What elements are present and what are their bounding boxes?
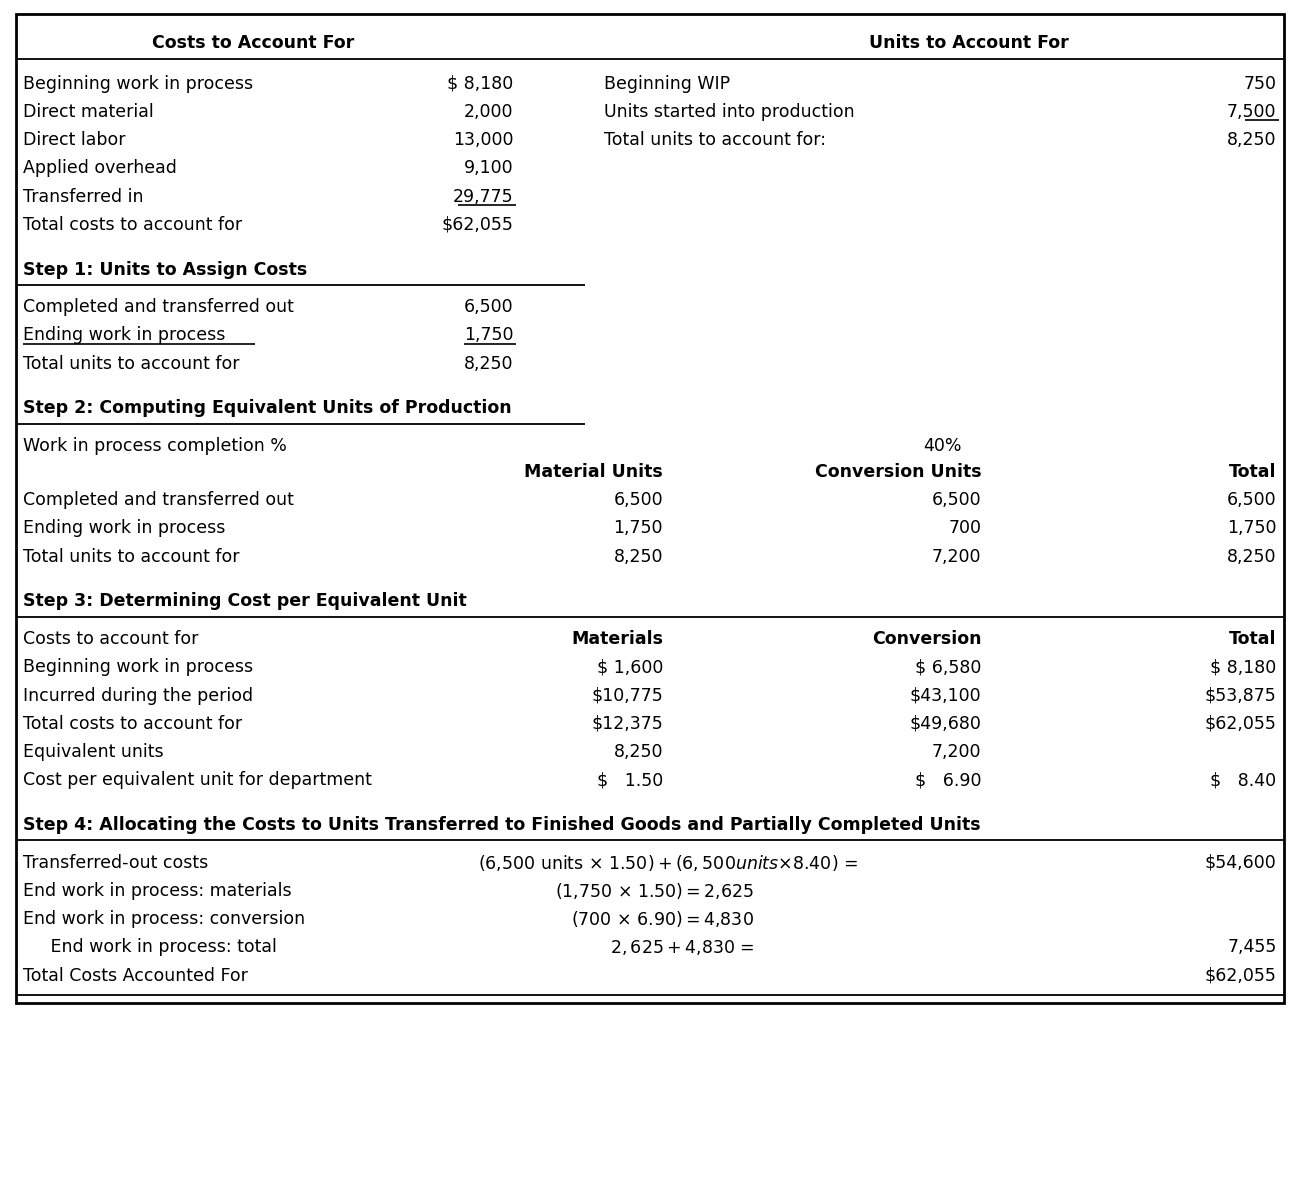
Text: Ending work in process: Ending work in process <box>23 326 226 345</box>
Text: 8,250: 8,250 <box>1227 131 1277 149</box>
Text: (6,500 units × $1.50) + (6,500 units × $8.40) =: (6,500 units × $1.50) + (6,500 units × $… <box>478 853 858 872</box>
Text: $ 8,180: $ 8,180 <box>1210 658 1277 677</box>
Text: Total Costs Accounted For: Total Costs Accounted For <box>23 966 248 985</box>
Text: Conversion: Conversion <box>872 630 982 649</box>
Text: Costs to account for: Costs to account for <box>23 630 199 649</box>
Text: Total costs to account for: Total costs to account for <box>23 714 243 733</box>
Text: $ 1,600: $ 1,600 <box>597 658 663 677</box>
Text: Direct material: Direct material <box>23 102 155 121</box>
Text: 750: 750 <box>1244 74 1277 93</box>
Text: $62,055: $62,055 <box>1205 966 1277 985</box>
Text: $12,375: $12,375 <box>592 714 663 733</box>
Text: (700 × $6.90) = $4,830: (700 × $6.90) = $4,830 <box>571 910 754 929</box>
Text: Step 2: Computing Equivalent Units of Production: Step 2: Computing Equivalent Units of Pr… <box>23 399 512 418</box>
Bar <box>16 14 1284 1003</box>
Text: Equivalent units: Equivalent units <box>23 743 164 762</box>
Text: 8,250: 8,250 <box>614 743 663 762</box>
Text: Units started into production: Units started into production <box>604 102 855 121</box>
Text: $   8.40: $ 8.40 <box>1210 771 1277 790</box>
Text: 1,750: 1,750 <box>1227 519 1277 538</box>
Text: Work in process completion %: Work in process completion % <box>23 437 287 455</box>
Text: Step 3: Determining Cost per Equivalent Unit: Step 3: Determining Cost per Equivalent … <box>23 592 467 611</box>
Text: Transferred-out costs: Transferred-out costs <box>23 853 208 872</box>
Text: 6,500: 6,500 <box>614 491 663 510</box>
Text: Step 1: Units to Assign Costs: Step 1: Units to Assign Costs <box>23 260 308 279</box>
Text: Total units to account for: Total units to account for <box>23 354 241 373</box>
Text: Total: Total <box>1228 463 1277 481</box>
Text: $   6.90: $ 6.90 <box>915 771 982 790</box>
Text: 1,750: 1,750 <box>614 519 663 538</box>
Text: $53,875: $53,875 <box>1205 686 1277 705</box>
Text: 40%: 40% <box>923 437 962 455</box>
Text: Beginning WIP: Beginning WIP <box>604 74 731 93</box>
Text: Material Units: Material Units <box>524 463 663 481</box>
Text: Materials: Materials <box>571 630 663 649</box>
Text: $62,055: $62,055 <box>1205 714 1277 733</box>
Text: 8,250: 8,250 <box>1227 547 1277 566</box>
Text: $ 8,180: $ 8,180 <box>447 74 514 93</box>
Text: 7,200: 7,200 <box>932 743 982 762</box>
Text: 6,500: 6,500 <box>932 491 982 510</box>
Text: End work in process: total: End work in process: total <box>23 938 277 957</box>
Text: 6,500: 6,500 <box>464 298 514 317</box>
Text: 9,100: 9,100 <box>464 159 514 178</box>
Text: Conversion Units: Conversion Units <box>815 463 982 481</box>
Text: Completed and transferred out: Completed and transferred out <box>23 298 294 317</box>
Text: Total units to account for: Total units to account for <box>23 547 241 566</box>
Text: Incurred during the period: Incurred during the period <box>23 686 254 705</box>
Text: Total units to account for:: Total units to account for: <box>604 131 827 149</box>
Text: Ending work in process: Ending work in process <box>23 519 226 538</box>
Text: $   1.50: $ 1.50 <box>597 771 663 790</box>
Text: End work in process: materials: End work in process: materials <box>23 882 292 900</box>
Text: Costs to Account For: Costs to Account For <box>152 34 355 52</box>
Text: Direct labor: Direct labor <box>23 131 126 149</box>
Text: 1,750: 1,750 <box>464 326 514 345</box>
Text: Applied overhead: Applied overhead <box>23 159 177 178</box>
Text: $49,680: $49,680 <box>910 714 982 733</box>
Text: 7,500: 7,500 <box>1227 102 1277 121</box>
Text: 7,455: 7,455 <box>1227 938 1277 957</box>
Text: $10,775: $10,775 <box>592 686 663 705</box>
Text: 13,000: 13,000 <box>452 131 514 149</box>
Text: 2,000: 2,000 <box>464 102 514 121</box>
Text: Transferred in: Transferred in <box>23 187 144 206</box>
Text: $54,600: $54,600 <box>1205 853 1277 872</box>
Text: $43,100: $43,100 <box>910 686 982 705</box>
Text: 29,775: 29,775 <box>452 187 514 206</box>
Text: Beginning work in process: Beginning work in process <box>23 74 254 93</box>
Text: $ 6,580: $ 6,580 <box>915 658 982 677</box>
Text: Cost per equivalent unit for department: Cost per equivalent unit for department <box>23 771 372 790</box>
Text: (1,750 × $1.50) = $2,625: (1,750 × $1.50) = $2,625 <box>555 882 754 900</box>
Text: Total costs to account for: Total costs to account for <box>23 215 243 234</box>
Text: 6,500: 6,500 <box>1227 491 1277 510</box>
Text: Beginning work in process: Beginning work in process <box>23 658 254 677</box>
Text: 700: 700 <box>949 519 982 538</box>
Text: 8,250: 8,250 <box>464 354 514 373</box>
Text: 8,250: 8,250 <box>614 547 663 566</box>
Text: Step 4: Allocating the Costs to Units Transferred to Finished Goods and Partiall: Step 4: Allocating the Costs to Units Tr… <box>23 816 982 834</box>
Text: $62,055: $62,055 <box>442 215 514 234</box>
Text: Completed and transferred out: Completed and transferred out <box>23 491 294 510</box>
Text: 7,200: 7,200 <box>932 547 982 566</box>
Text: $2,625 + $4,830 =: $2,625 + $4,830 = <box>610 938 754 957</box>
Text: Total: Total <box>1228 630 1277 649</box>
Text: End work in process: conversion: End work in process: conversion <box>23 910 306 929</box>
Text: Units to Account For: Units to Account For <box>868 34 1069 52</box>
